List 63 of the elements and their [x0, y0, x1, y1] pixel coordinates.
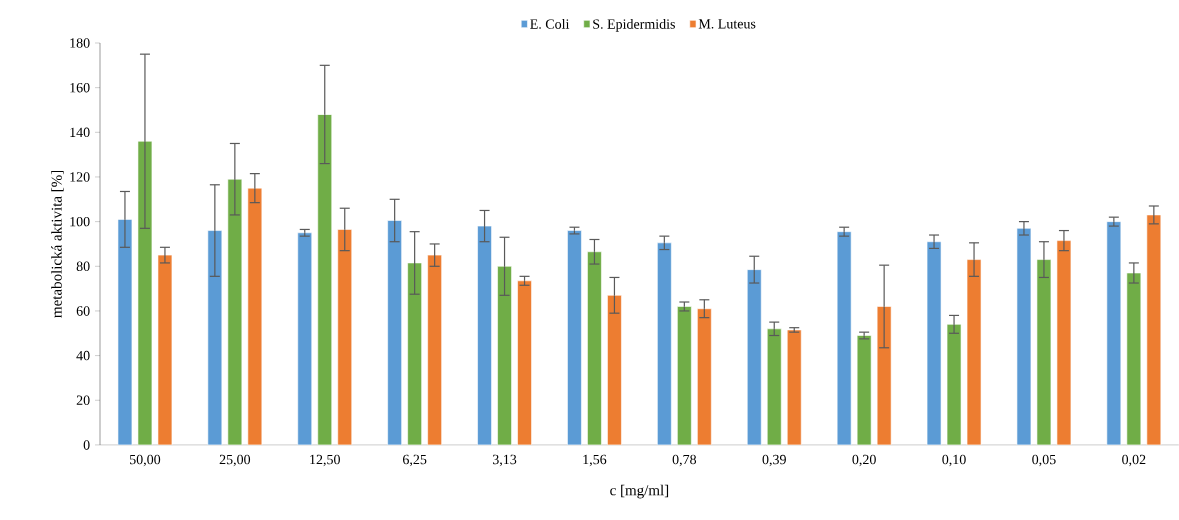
bar [607, 295, 622, 445]
bar [517, 280, 532, 445]
bar [337, 229, 353, 445]
y-tick-label: 140 [70, 127, 90, 138]
y-tick-label: 100 [70, 216, 90, 227]
y-tick-label: 160 [70, 82, 90, 93]
x-tick-label: 0,10 [942, 454, 966, 467]
bar [247, 187, 263, 445]
bar [766, 328, 782, 445]
bar [657, 242, 672, 445]
bar [207, 230, 223, 445]
bar [1016, 228, 1032, 445]
bar [497, 266, 512, 445]
bar [567, 230, 582, 445]
bar [427, 254, 442, 445]
bar [746, 269, 762, 445]
x-tick-label: 12,50 [310, 454, 340, 467]
bar [157, 254, 173, 445]
bar [407, 262, 422, 445]
x-tick-label: 0,78 [672, 454, 697, 467]
y-axis-title: metabolická aktivita [%] [51, 170, 64, 318]
x-tick-label: 25,00 [219, 454, 251, 467]
y-tick-label: 60 [76, 306, 90, 316]
y-tick-label: 120 [70, 172, 90, 182]
bar [786, 329, 802, 445]
bar [317, 114, 333, 445]
bar [697, 308, 712, 445]
x-axis-title: c [mg/ml] [610, 484, 669, 499]
bar [297, 232, 313, 445]
bar [677, 306, 692, 445]
y-tick-label: 180 [70, 38, 90, 48]
bar [1056, 240, 1072, 445]
bar [587, 251, 602, 445]
y-tick-label: 80 [76, 261, 90, 272]
legend-label: M. Luteus [698, 19, 756, 29]
bar [856, 335, 872, 445]
y-tick-label: 0 [83, 440, 90, 450]
bar [1146, 214, 1162, 445]
bar [387, 220, 402, 445]
x-tick-label: 1,56 [583, 454, 607, 467]
x-tick-label: 0,20 [852, 454, 876, 467]
x-tick-label: 3,13 [492, 454, 517, 467]
x-tick-label: 0,02 [1122, 454, 1146, 467]
bar [477, 225, 492, 445]
legend-label: S. Epidermidis [593, 18, 675, 32]
bar [1106, 221, 1122, 445]
legend-label: E. Coli [530, 18, 570, 29]
x-tick-label: 50,00 [130, 454, 161, 467]
bar [966, 259, 982, 445]
x-tick-label: 6,25 [403, 454, 427, 467]
bar [1126, 272, 1142, 445]
x-tick-label: 0,05 [1032, 454, 1056, 467]
y-tick-label: 20 [76, 395, 90, 406]
bar [137, 140, 153, 445]
bar [926, 241, 942, 445]
bar [876, 306, 892, 445]
bar [836, 231, 852, 445]
bar [117, 219, 133, 445]
bar [946, 324, 962, 445]
bar [1036, 259, 1052, 445]
x-tick-label: 0,39 [762, 454, 786, 467]
y-tick-label: 40 [76, 350, 90, 361]
bar [227, 178, 243, 445]
